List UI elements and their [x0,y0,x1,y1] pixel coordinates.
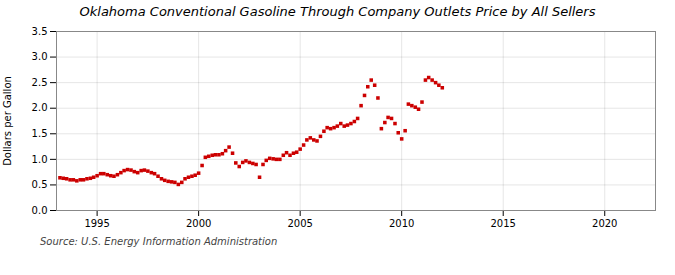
svg-text:3.0: 3.0 [32,51,48,62]
svg-text:1.5: 1.5 [32,128,48,139]
html-text:Source: U.S. Energy Informatio: Source: U.S. Energy Information Administ… [40,236,278,247]
svg-text:2020: 2020 [592,218,617,229]
svg-text:3.5: 3.5 [32,26,48,37]
svg-text:2010: 2010 [389,218,414,229]
svg-text:2000: 2000 [186,218,211,229]
svg-text:2005: 2005 [287,218,312,229]
svg-text:1995: 1995 [84,218,109,229]
svg-text:0.5: 0.5 [32,179,48,190]
svg-text:0.0: 0.0 [32,205,48,216]
svg-text:Dollars per Gallon: Dollars per Gallon [2,76,13,166]
svg-text:2.5: 2.5 [32,77,48,88]
svg-text:1.0: 1.0 [32,154,48,165]
svg-text:2015: 2015 [490,218,515,229]
html-text:Oklahoma Conventional Gasoline: Oklahoma Conventional Gasoline Through C… [79,4,596,19]
svg-text:2.0: 2.0 [32,102,48,113]
